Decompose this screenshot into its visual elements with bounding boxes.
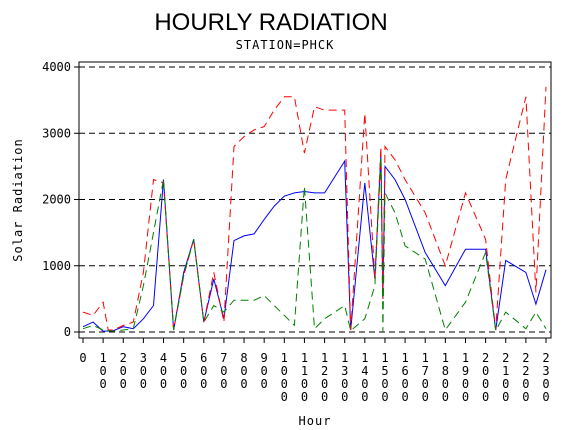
y-axis-label: Solar Radiation	[11, 138, 25, 261]
x-tick-label: 0	[79, 351, 86, 365]
y-tick-label: 2000	[42, 193, 71, 207]
y-axis: 0 1000 2000 3000 4000	[42, 60, 79, 339]
chart-title: HOURLY RADIATION	[154, 9, 387, 36]
series-line-3	[82, 156, 547, 333]
y-tick-label: 1000	[42, 259, 71, 273]
y-tick-label: 3000	[42, 126, 71, 140]
series-line-1	[82, 153, 547, 332]
series-line-2	[82, 86, 547, 331]
y-tick-label: 0	[64, 325, 71, 339]
x-axis: 0 1 0 0 2 0 0 3 0 0 4 0 0 5 0 0 6 0 0 7 0 0 8 0 0 9 0 0 1 0 0 0 1 1 0 0 1 2 0 0…	[79, 338, 550, 404]
chart-subtitle: STATION=PHCK	[236, 38, 335, 52]
y-tick-label: 4000	[42, 60, 71, 74]
x-axis-label: Hour	[299, 414, 332, 428]
grid-lines	[79, 66, 551, 333]
series-lines	[82, 86, 547, 333]
